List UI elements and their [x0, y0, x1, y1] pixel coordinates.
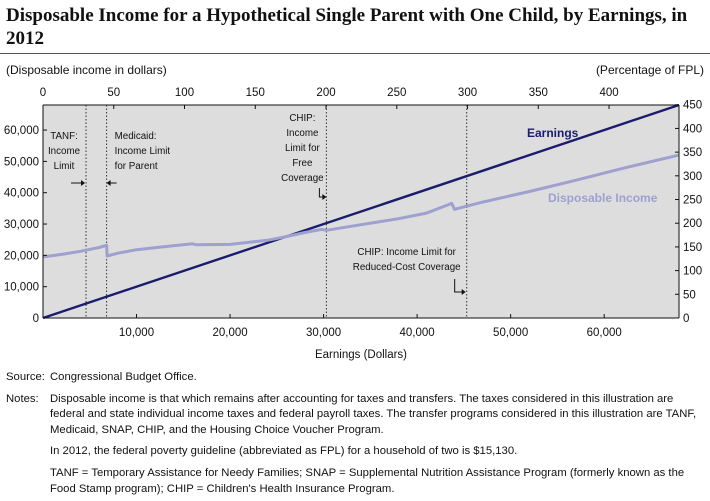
fpl-right-tick-label: 0 — [683, 313, 689, 325]
x-tick-label: 40,000 — [400, 327, 435, 339]
fpl-top-tick-label: 50 — [107, 87, 120, 99]
fpl-right-tick-label: 200 — [683, 218, 702, 230]
fpl-right-tick-label: 450 — [683, 100, 702, 112]
abbreviations-note: TANF = Temporary Assistance for Needy Fa… — [50, 466, 685, 495]
x-tick-label: 10,000 — [119, 327, 154, 339]
earnings-series-label: Earnings — [527, 126, 579, 140]
fpl-axis-label: (Percentage of FPL) — [596, 63, 704, 77]
chip-free-arrow-head — [322, 194, 327, 200]
y-tick-label: 0 — [33, 313, 39, 325]
y-tick-label: 50,000 — [4, 156, 39, 168]
y-tick-label: 60,000 — [4, 125, 39, 137]
fpl-right-tick-label: 350 — [683, 147, 702, 159]
chip-reduced-arrow — [454, 279, 463, 293]
chip-free-annotation-text: Income — [286, 128, 319, 139]
medicaid-annotation-text: for Parent — [115, 161, 158, 172]
fpl-top-tick-label: 200 — [316, 87, 335, 99]
disposable-income-series-label: Disposable Income — [548, 191, 658, 205]
fpl-top-tick-label: 150 — [246, 87, 265, 99]
y-tick-label: 20,000 — [4, 250, 39, 262]
fpl-right-tick-label: 50 — [683, 289, 696, 301]
fpl-right-tick-label: 300 — [683, 171, 702, 183]
fpl-top-tick-label: 250 — [387, 87, 406, 99]
fpl-right-tick-label: 150 — [683, 242, 702, 254]
x-tick-label: 50,000 — [493, 327, 528, 339]
chart-title: Disposable Income for a Hypothetical Sin… — [6, 5, 688, 49]
series-lines — [42, 103, 680, 320]
disposable-income-line — [42, 153, 680, 259]
source-label: Source: — [6, 371, 45, 383]
chip-reduced-arrow-head — [461, 289, 466, 295]
y-tick-label: 40,000 — [4, 188, 39, 200]
fpl-top-tick-label: 400 — [599, 87, 618, 99]
y-axis-label-left: (Disposable income in dollars) — [6, 63, 167, 77]
earnings-line — [42, 103, 680, 320]
chip-reduced-annotation-text: CHIP: Income Limit for — [357, 247, 456, 258]
tanf-annotation-text: Income — [48, 146, 81, 157]
medicaid-annotation-text: Income Limit — [115, 146, 171, 157]
x-axis-title: Earnings (Dollars) — [315, 349, 407, 361]
x-tick-label: 60,000 — [587, 327, 622, 339]
vertical-lines — [85, 105, 468, 318]
fpl-top-tick-label: 300 — [458, 87, 477, 99]
chip-reduced-annotation-text: Reduced-Cost Coverage — [353, 262, 461, 273]
source-text: Congressional Budget Office. — [50, 371, 197, 383]
chip-free-arrow — [318, 188, 324, 198]
tanf-annotation-text: Limit — [54, 161, 75, 172]
chip-free-annotation-text: Limit for — [285, 143, 321, 154]
fpl-right-tick-label: 400 — [683, 123, 702, 135]
medicaid-annotation-text: Medicaid: — [115, 131, 157, 142]
x-tick-label: 30,000 — [306, 327, 341, 339]
fpl-right-tick-label: 250 — [683, 195, 702, 207]
tanf-arrow-head — [81, 180, 86, 186]
title-divider — [0, 53, 710, 54]
fpl-top-tick-label: 0 — [40, 87, 46, 99]
fpl-top-tick-label: 100 — [175, 87, 194, 99]
notes-row: Notes: Disposable income is that which r… — [6, 392, 706, 439]
chip-free-annotation-text: CHIP: — [289, 113, 315, 124]
tanf-annotation-text: TANF: — [50, 131, 78, 142]
y-tick-label: 10,000 — [4, 282, 39, 294]
fpl-right-tick-label: 100 — [683, 266, 702, 278]
chart-svg: (Disposable income in dollars) (Percenta… — [4, 63, 704, 361]
notes-section: Source: Congressional Budget Office. Not… — [6, 370, 706, 497]
chip-free-annotation-text: Free — [292, 158, 313, 169]
y-tick-label: 30,000 — [4, 219, 39, 231]
axis-ticks: 10,000 20,000 30,000 40,000 50,000 60,000 0 10,… — [4, 87, 702, 339]
fpl-note: In 2012, the federal poverty guideline (… — [50, 445, 518, 458]
source-row: Source: Congressional Budget Office. — [6, 370, 706, 386]
annotations: TANF: Income Limit Medicaid: Income Limit for… — [48, 113, 658, 295]
fpl-top-tick-label: 350 — [529, 87, 548, 99]
medicaid-arrow-head — [106, 180, 111, 186]
chip-free-annotation-text: Coverage — [281, 173, 324, 184]
notes-text: Disposable income is that which remains … — [50, 392, 697, 436]
notes-label: Notes: — [6, 392, 39, 405]
x-tick-label: 20,000 — [212, 327, 247, 339]
